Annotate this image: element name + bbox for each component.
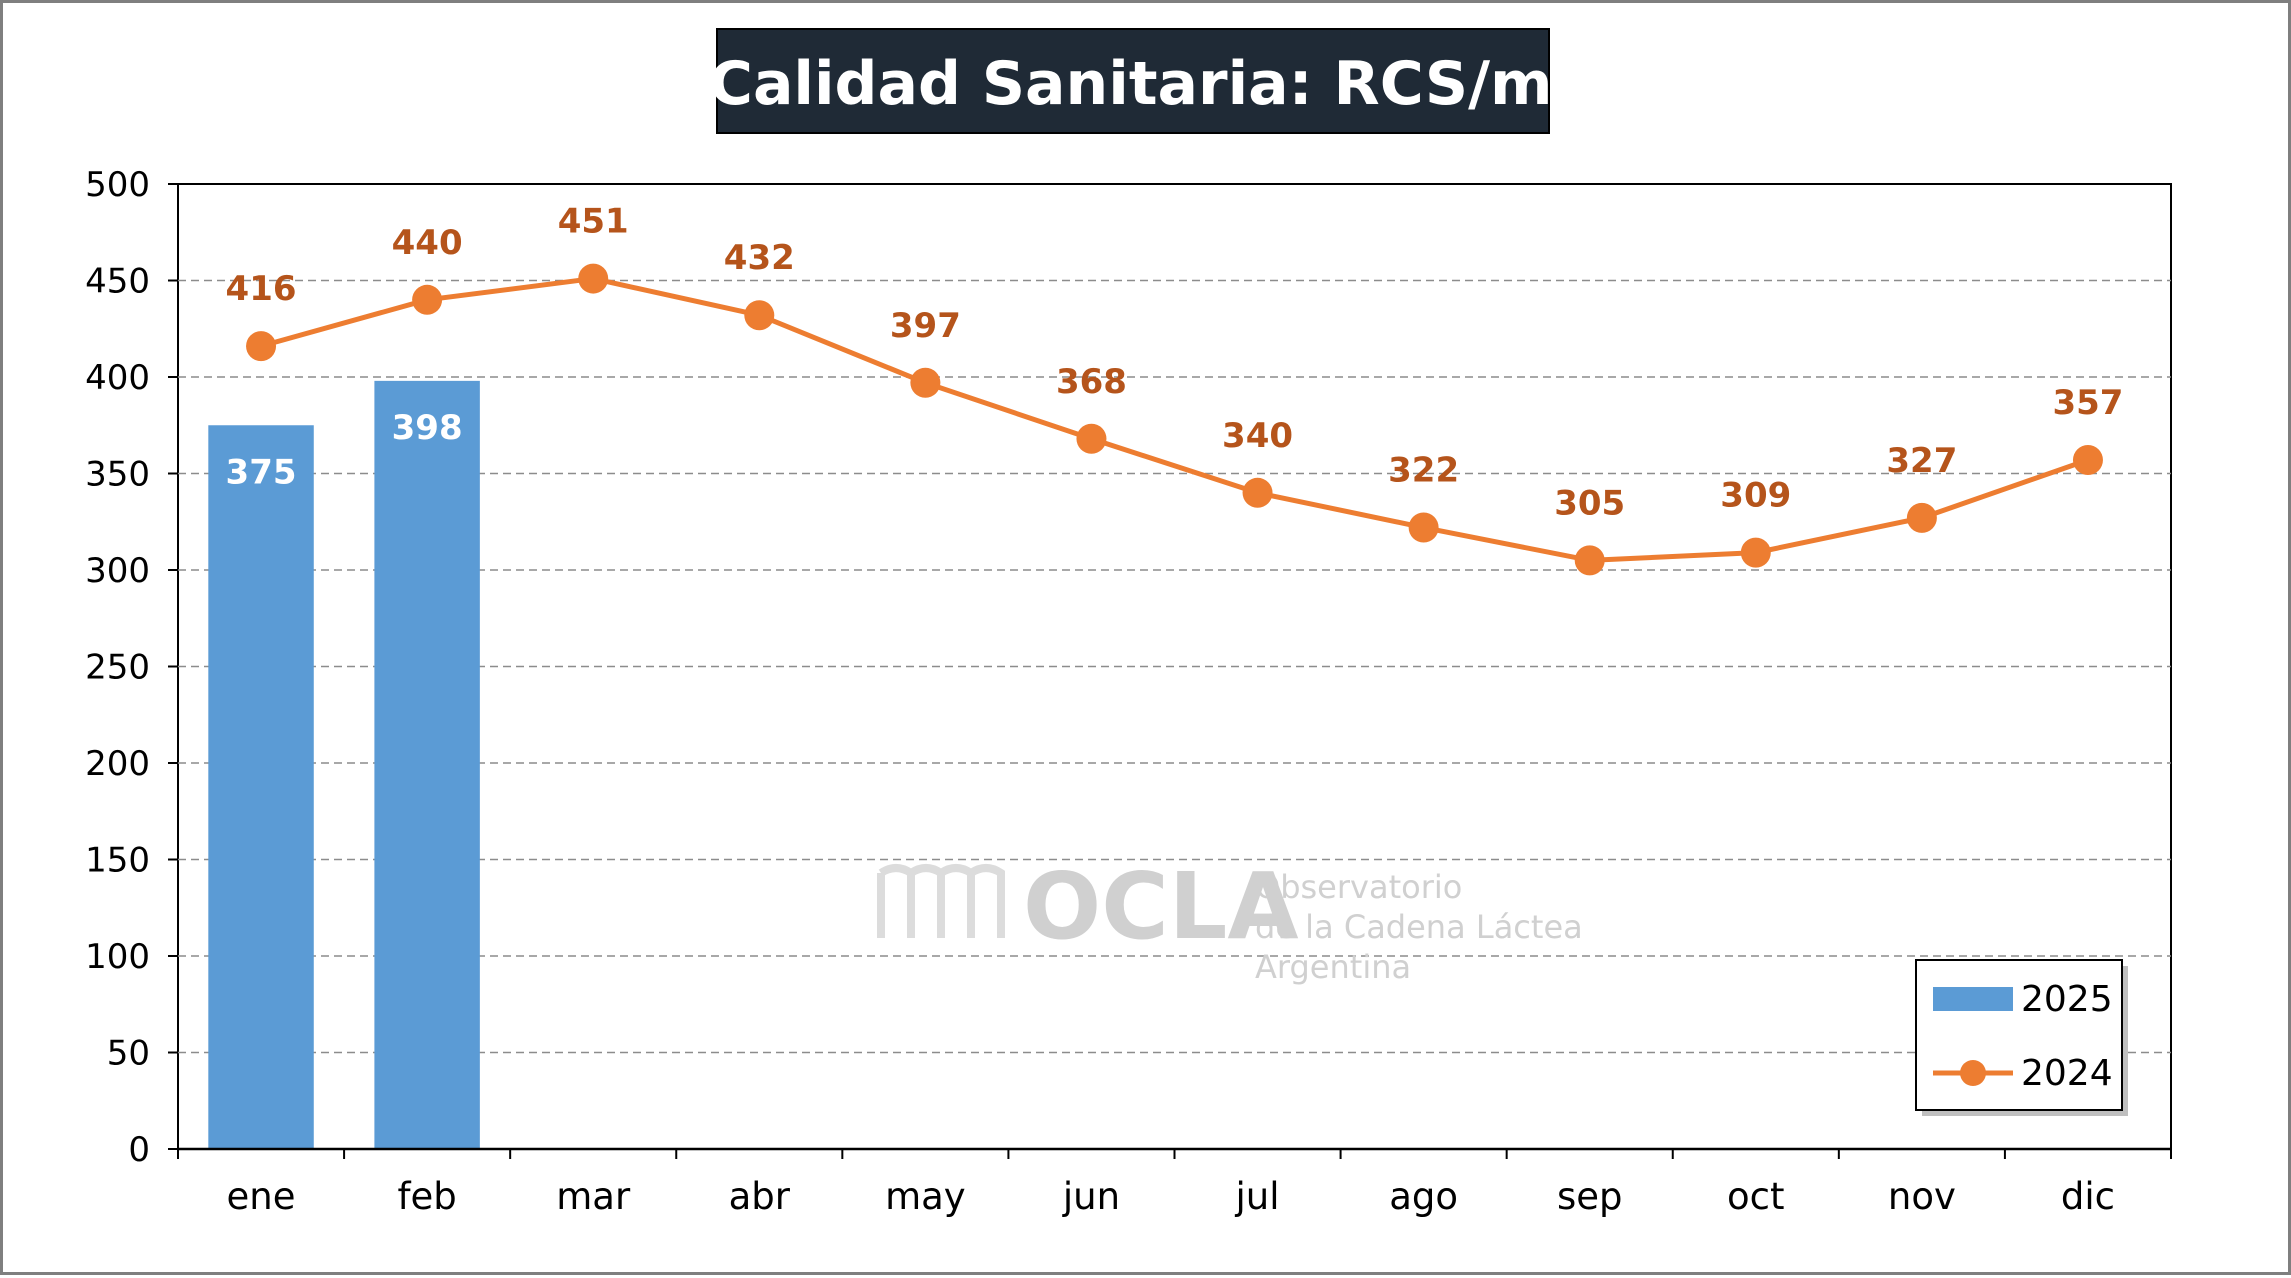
x-category-label: jun <box>1062 1175 1120 1218</box>
line-layer: 416 440 451 432 397 368 340 322 305 309 327 357 <box>226 202 2123 576</box>
line-data-label: 397 <box>890 306 961 346</box>
x-category-label: feb <box>397 1175 456 1218</box>
chart-title: Calidad Sanitaria: RCS/ml <box>709 49 1573 119</box>
y-tick-label: 0 <box>128 1130 150 1170</box>
title-box <box>716 28 1550 134</box>
line-point-2024 <box>246 331 277 362</box>
line-data-label: 416 <box>226 269 297 309</box>
y-tick-label: 400 <box>85 358 150 398</box>
y-tick-label: 50 <box>107 1034 150 1074</box>
legend-swatch-2025 <box>1933 987 2013 1011</box>
y-tick-label: 200 <box>85 744 150 784</box>
bar-2025 <box>374 380 480 1149</box>
line-point-2024 <box>1574 545 1605 576</box>
legend: 2025 2024 <box>1915 959 2128 1116</box>
ocla-logo-icon <box>877 864 1005 938</box>
x-category-label: abr <box>729 1175 791 1218</box>
line-point-2024 <box>744 300 775 331</box>
line-point-2024 <box>578 263 609 294</box>
x-category-label: sep <box>1557 1175 1623 1218</box>
line-data-label: 451 <box>558 202 629 242</box>
watermark-line2: de la Cadena Láctea <box>1255 908 1583 946</box>
line-point-2024 <box>1076 423 1107 454</box>
bar-2025 <box>208 425 314 1149</box>
legend-marker-2024 <box>1960 1060 1986 1086</box>
watermark-line1: Observatorio <box>1255 868 1462 906</box>
line-data-label: 309 <box>1720 476 1791 516</box>
watermark-brand: OCLA <box>1023 853 1299 960</box>
line-data-label: 340 <box>1222 416 1293 456</box>
line-point-2024 <box>1906 502 1937 533</box>
x-category-label: oct <box>1727 1175 1785 1218</box>
line-data-label: 368 <box>1056 362 1127 402</box>
line-2024 <box>260 276 2089 563</box>
legend-box <box>1915 959 2123 1111</box>
line-point-2024 <box>412 284 443 315</box>
chart-svg: Calidad Sanitaria: RCS/ml OCLA Observato… <box>85 28 2172 1218</box>
line-data-label: 305 <box>1554 483 1625 523</box>
line-point-2024 <box>1242 477 1273 508</box>
line-point-2024 <box>910 367 941 398</box>
y-tick-label: 350 <box>85 455 150 495</box>
grid-layer <box>177 183 2172 1150</box>
line-data-label: 322 <box>1388 451 1459 491</box>
x-category-label: dic <box>2061 1175 2115 1218</box>
bars-layer: 375 398 <box>208 380 480 1149</box>
x-category-label: ago <box>1389 1175 1458 1218</box>
watermark-line3: Argentina <box>1255 948 1411 986</box>
x-category-label: ene <box>227 1175 296 1218</box>
x-category-label: nov <box>1888 1175 1956 1218</box>
bar-data-label: 375 <box>226 452 297 492</box>
legend-label-2024: 2024 <box>2021 1053 2113 1094</box>
x-category-label: mar <box>556 1175 631 1218</box>
bar-data-label: 398 <box>392 408 463 448</box>
legend-label-2025: 2025 <box>2021 979 2113 1020</box>
y-tick-label: 300 <box>85 551 150 591</box>
y-tick-label: 450 <box>85 262 150 302</box>
line-point-2024 <box>1408 512 1439 543</box>
line-point-2024 <box>2072 444 2103 475</box>
line-data-label: 432 <box>724 238 795 278</box>
line-data-label: 440 <box>392 223 463 263</box>
y-tick-label: 100 <box>85 937 150 977</box>
y-tick-label: 500 <box>85 165 150 205</box>
x-category-label: may <box>885 1175 966 1218</box>
y-tick-label: 250 <box>85 648 150 688</box>
line-data-label: 327 <box>1886 441 1957 481</box>
line-data-label: 357 <box>2052 383 2123 423</box>
x-category-label: jul <box>1235 1175 1280 1218</box>
ocla-watermark: OCLA Observatorio de la Cadena Láctea Ar… <box>877 853 1583 986</box>
y-tick-label: 150 <box>85 841 150 881</box>
line-point-2024 <box>1740 537 1771 568</box>
axis-layer: 0 50 100 150 200 250 300 350 400 450 500 ene feb mar a… <box>85 165 2172 1218</box>
